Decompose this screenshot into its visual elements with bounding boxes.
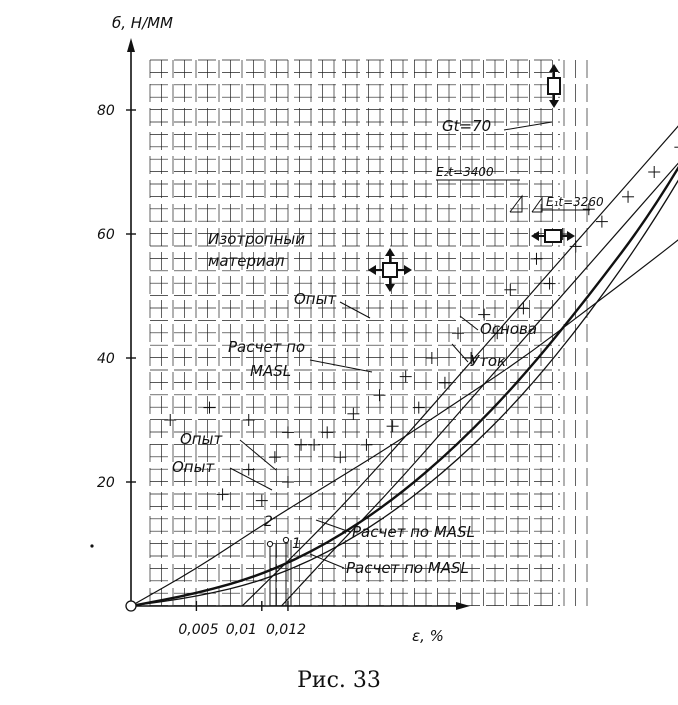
y-tick-label: 20 — [97, 475, 115, 491]
x-axis-label: ε, % — [412, 627, 444, 645]
experiment-point — [582, 203, 595, 216]
experiment-point — [373, 389, 386, 402]
opyt-upper-label: Опыт — [294, 290, 337, 308]
opyt-left-label-2: Опыт — [172, 458, 215, 476]
point-1-marker — [282, 536, 290, 544]
experiment-point — [164, 414, 177, 426]
osnova-label: Основа — [480, 320, 537, 338]
curves — [130, 125, 678, 608]
y-tick-label: 80 — [97, 103, 115, 119]
stray-dot — [90, 544, 94, 548]
experiment-point — [203, 401, 216, 414]
experiment-point — [268, 451, 281, 464]
experiment-point — [334, 451, 347, 464]
series-line-4 — [280, 162, 678, 607]
experiment-point — [491, 327, 504, 340]
experiment-point — [242, 463, 255, 476]
x-tick-label: 0,01 — [226, 622, 257, 638]
experiment-point — [255, 494, 268, 507]
experiment-point — [648, 166, 661, 178]
leader-raschet-upper — [309, 359, 373, 373]
experiment-point — [399, 370, 412, 383]
experiment-point — [543, 277, 556, 290]
experiment-point — [478, 308, 491, 321]
experiment-point — [438, 376, 451, 389]
isotropic-label-line1: Изотропный — [208, 230, 305, 248]
experiment-point — [674, 146, 678, 148]
experiment-point — [242, 414, 255, 426]
experiment-point — [281, 426, 294, 439]
y-axis-label: б, Н/ММ — [112, 14, 173, 32]
experiment-point — [295, 438, 308, 451]
experiment-point — [452, 327, 464, 340]
e1t-label: E₁t=3260 — [546, 195, 604, 209]
leader-osnova — [459, 315, 479, 331]
y-tick-label: 40 — [97, 351, 115, 367]
experiment-point — [530, 252, 543, 265]
biaxial-load-icon — [368, 248, 412, 292]
series-line-3 — [130, 179, 678, 607]
experiment-point — [321, 426, 334, 439]
x-tick-label: 0,005 — [178, 622, 218, 638]
y-axis-arrow — [127, 38, 135, 52]
e2t-label: E₂t=3400 — [436, 165, 494, 179]
isotropic-label-line2: материал — [208, 252, 285, 270]
x-tick-label: 0,012 — [266, 622, 306, 638]
point-2-marker — [266, 540, 274, 548]
utok-label: Уток — [470, 352, 506, 370]
experiment-point — [412, 401, 425, 414]
experiment-point — [281, 476, 294, 488]
leader-opyt-upper — [339, 301, 371, 319]
experiment-point — [308, 438, 321, 451]
raschet-upper-line2: MASL — [250, 362, 291, 380]
experiment-point — [386, 420, 399, 433]
origin-marker — [125, 600, 137, 612]
vertical-load-icon — [547, 64, 561, 108]
leader-raschet-lower-1 — [315, 519, 351, 533]
experiment-point — [569, 240, 582, 253]
leader-raschet-lower-2 — [309, 553, 345, 569]
experiment-point — [216, 488, 229, 501]
leader-gt — [503, 121, 553, 131]
experiment-point — [595, 215, 608, 228]
experiment-point — [622, 190, 635, 203]
gt-label: Gt=70 — [442, 117, 491, 135]
y-tick-label: 60 — [97, 227, 115, 243]
slope-triangle-e1 — [531, 196, 543, 213]
leader-utok — [451, 343, 469, 363]
series-line-5 — [241, 125, 678, 607]
experiment-point — [517, 302, 530, 315]
raschet-upper-line1: Расчет по — [228, 338, 305, 356]
raschet-lower-label-1: Расчет по MASL — [352, 523, 475, 541]
slope-triangle-e2 — [509, 194, 523, 213]
experiment-points — [164, 146, 678, 507]
experiment-point — [425, 352, 438, 364]
experiment-point — [504, 283, 517, 296]
point-1-label: 1 — [292, 536, 301, 552]
experiment-point — [465, 352, 478, 364]
opyt-left-label-1: Опыт — [180, 430, 223, 448]
x-axis-arrow — [456, 602, 470, 610]
series-line-2 — [130, 166, 678, 608]
horizontal-load-icon — [531, 229, 575, 243]
raschet-lower-label-2: Расчет по MASL — [346, 559, 469, 577]
experiment-point — [347, 407, 360, 420]
figure-caption: Рис. 33 — [297, 668, 381, 693]
ticks: 20 40 60 80 0,005 0,01 0,012 — [97, 103, 306, 638]
point-2-label: 2 — [264, 514, 273, 530]
leader-opyt-left-2 — [229, 467, 273, 491]
leader-opyt-left-1 — [239, 439, 277, 471]
experiment-point — [360, 438, 373, 451]
